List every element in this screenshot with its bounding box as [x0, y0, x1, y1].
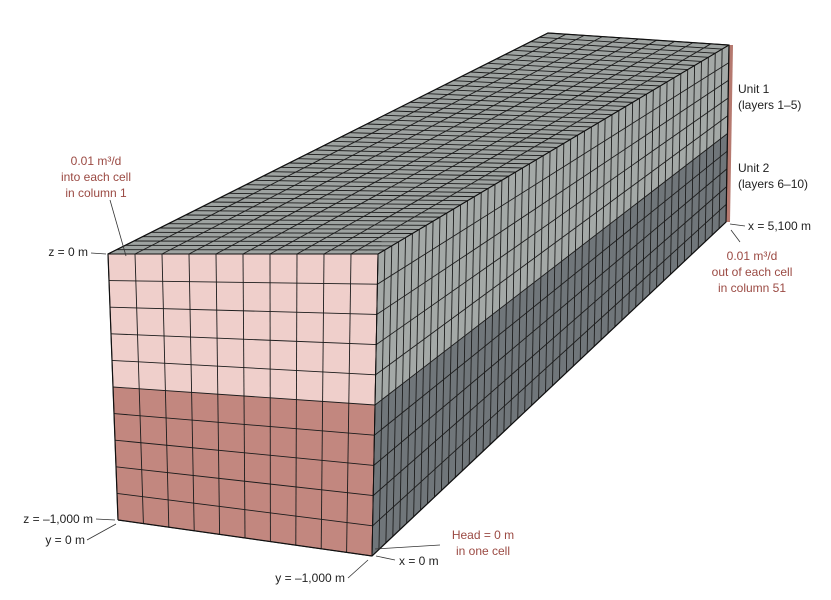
- grid-front-layer-line: [113, 413, 375, 436]
- z-bottom-leader: [95, 518, 116, 521]
- grid-top-row-line: [323, 42, 694, 255]
- grid-top-row-line: [188, 36, 603, 255]
- x-zero-label: x = 0 m: [399, 554, 439, 568]
- y-zero-leader: [86, 523, 117, 541]
- x-far-label: x = 5,100 m: [748, 219, 811, 233]
- outflow-label-line2: out of each cell: [712, 265, 793, 279]
- outflow-leader: [730, 229, 741, 243]
- x-zero-leader: [375, 555, 396, 561]
- grid-top-row-line: [296, 41, 675, 255]
- model-block: [107, 32, 733, 557]
- outflow-label-line3: in column 51: [718, 281, 786, 295]
- grid-front-layer-line: [115, 466, 374, 497]
- grid-side-layer-line: [374, 150, 728, 436]
- outflow-label-line1: 0.01 m³/d: [727, 249, 778, 263]
- grid-top-row-line: [269, 39, 657, 255]
- leader-lines: [86, 199, 746, 579]
- grid-side-layer-line: [372, 203, 727, 527]
- grid-front-layer-line: [108, 280, 378, 285]
- grid-side-layer-line: [375, 115, 729, 376]
- side-face-unit1: [375, 45, 729, 405]
- front-face-unit1: [108, 254, 378, 405]
- z-top-label: z = 0 m: [48, 245, 88, 259]
- grid-side-layer-line: [376, 80, 729, 315]
- block-corner-edge: [371, 253, 379, 557]
- grid-side-layer-line: [373, 168, 728, 466]
- y-zero-label: y = 0 m: [45, 533, 85, 547]
- grid-side-layer-line: [374, 133, 728, 406]
- y-far-label: y = –1,000 m: [275, 571, 345, 585]
- inflow-label-line2: into each cell: [61, 170, 131, 184]
- grid-side-layer-line: [372, 186, 727, 496]
- grid-top-row-line: [215, 37, 621, 255]
- inflow-leader: [109, 199, 127, 257]
- z-top-leader: [90, 252, 107, 255]
- grid-front-layer-line: [116, 492, 373, 527]
- unit1-label-line2: (layers 1–5): [738, 98, 801, 112]
- grid-front-layer-line: [110, 333, 377, 346]
- grid-front-layer-line: [114, 439, 374, 466]
- y-far-leader: [347, 559, 369, 579]
- inflow-label-line3: in column 1: [65, 186, 127, 200]
- head-label-line1: Head = 0 m: [452, 528, 514, 542]
- x-far-leader: [729, 223, 746, 227]
- head-label-line2: in one cell: [456, 544, 510, 558]
- back-end-column-51: [726, 45, 733, 222]
- side-face-unit2: [372, 133, 728, 556]
- grid-top-row-line: [161, 35, 585, 255]
- grid-top-row-line: [350, 43, 712, 255]
- grid-top-row-line: [242, 38, 639, 255]
- inflow-label-line1: 0.01 m³/d: [71, 154, 122, 168]
- grid-side-layer-line: [375, 97, 729, 345]
- unit1-label-line1: Unit 1: [738, 82, 770, 96]
- z-bottom-label: z = –1,000 m: [23, 512, 93, 526]
- unit2-label-line1: Unit 2: [738, 161, 770, 175]
- unit2-label-line2: (layers 6–10): [738, 177, 808, 191]
- grid-side-layer-line: [377, 62, 729, 285]
- head-leader: [374, 544, 441, 550]
- grid-front-layer-line: [112, 386, 376, 406]
- grid-front-layer-line: [109, 306, 377, 315]
- grid-top-row-line: [134, 33, 567, 255]
- grid-front-layer-line: [111, 359, 376, 376]
- front-face-unit2: [113, 387, 375, 556]
